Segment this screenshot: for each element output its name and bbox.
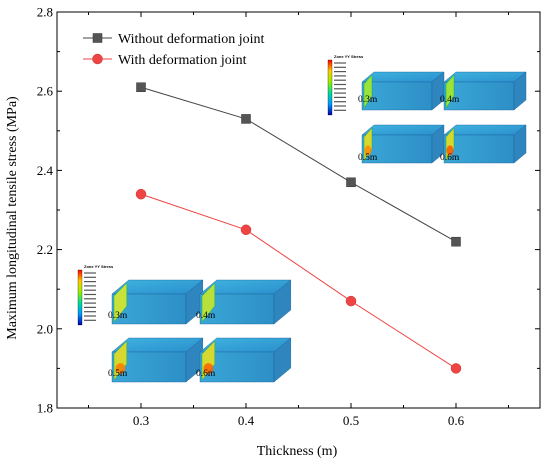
colorbar <box>327 59 333 116</box>
inset-thickness-label: 0.6m <box>440 153 460 163</box>
legend: Without deformation joint With deformati… <box>83 32 265 68</box>
inset-thickness-label: 0.6m <box>196 369 216 379</box>
series-layer <box>135 82 462 374</box>
inset-thickness-label: 0.4m <box>440 95 460 105</box>
box-cross-section <box>445 74 455 109</box>
data-point-square <box>241 114 251 124</box>
x-tick-label: 0.5 <box>343 413 359 428</box>
data-point-circle <box>135 188 147 200</box>
box-top-face <box>361 124 445 136</box>
colorbar-title: Zone YY Stress <box>334 54 364 59</box>
inset-thickness-label: 0.5m <box>358 153 378 163</box>
box-end-face <box>513 124 527 164</box>
x-tick-label: 0.4 <box>238 413 255 428</box>
y-tick-label: 2.4 <box>37 163 54 178</box>
data-point-square <box>451 236 461 247</box>
box-end-face <box>273 337 291 383</box>
box-top-face <box>361 71 445 83</box>
stress-hotspot <box>115 363 126 374</box>
box-top-face <box>443 71 527 83</box>
y-tick-label: 2.6 <box>37 84 54 99</box>
y-tick-label: 1.8 <box>37 401 53 416</box>
legend-item-with: With deformation joint <box>83 53 247 68</box>
y-tick-label: 2.2 <box>37 242 53 257</box>
series-line-1 <box>140 86 457 243</box>
colorbar-title: Zone YY Stress <box>84 264 114 269</box>
box-top-face <box>443 124 527 136</box>
series-line-2 <box>140 193 457 369</box>
data-point-circle <box>345 295 357 307</box>
x-tick-label: 0.6 <box>448 413 465 428</box>
colorbar <box>77 269 83 326</box>
inset-lower: Zone YY Stress 0.3m 0.4m 0.5m 0.6m <box>77 264 292 383</box>
inset-thickness-label: 0.4m <box>196 311 216 321</box>
inset-thickness-label: 0.3m <box>358 95 378 105</box>
x-tick-label: 0.3 <box>133 413 149 428</box>
legend-label-without: Without deformation joint <box>118 32 265 47</box>
y-axis-title: Maximum longitudinal tensile stress (MPa… <box>5 96 20 340</box>
x-axis: 0.3 0.4 0.5 0.6 <box>88 12 509 428</box>
y-tick-label: 2.0 <box>37 321 53 336</box>
data-point-square <box>346 177 356 188</box>
data-point-circle <box>240 224 252 236</box>
inset-thickness-label: 0.3m <box>108 311 128 321</box>
data-point-square <box>136 82 146 92</box>
stress-hotspot <box>364 145 372 156</box>
legend-marker-square <box>92 33 103 43</box>
box-cross-section <box>363 74 373 109</box>
legend-label-with: With deformation joint <box>118 53 247 68</box>
inset-thickness-label: 0.5m <box>108 369 128 379</box>
x-axis-title: Thickness (m) <box>257 444 338 459</box>
data-point-circle <box>450 363 462 374</box>
box-end-face <box>273 279 291 325</box>
y-tick-label: 2.8 <box>37 5 53 20</box>
legend-item-without: Without deformation joint <box>83 32 265 47</box>
y-axis: 1.8 2.0 2.2 2.4 2.6 2.8 <box>37 5 540 416</box>
legend-marker-circle <box>92 53 103 65</box>
inset-upper: Zone YY Stress 0.3m 0.4m 0.5m 0.6m <box>327 54 527 164</box>
box-cross-section <box>113 282 128 323</box>
box-cross-section <box>201 282 216 323</box>
stress-hotspot <box>203 363 214 374</box>
box-end-face <box>513 71 527 111</box>
stress-hotspot <box>446 145 454 156</box>
